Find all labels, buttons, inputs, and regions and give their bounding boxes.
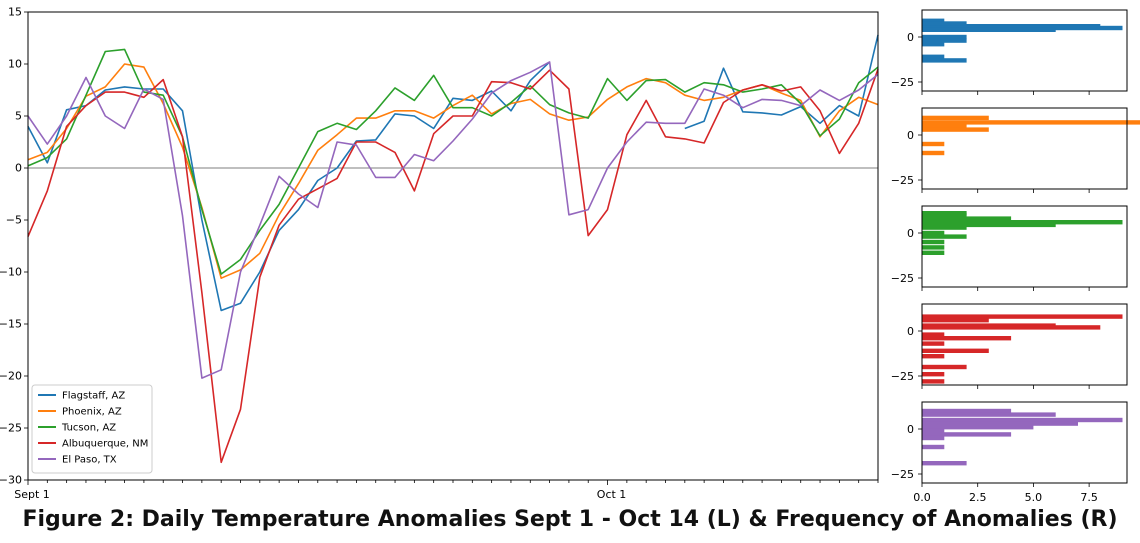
legend-entry: Phoenix, AZ xyxy=(62,407,122,418)
histogram-y-tick-label: −25 xyxy=(891,272,914,285)
figure-caption: Figure 2: Daily Temperature Anomalies Se… xyxy=(22,507,1118,532)
histogram-bar xyxy=(922,239,945,245)
histogram-frame xyxy=(921,107,1128,190)
series-line-phoenix-az xyxy=(27,63,879,280)
histogram-bar xyxy=(922,372,945,377)
histogram-y-tick-label: −25 xyxy=(891,174,914,187)
legend: Flagstaff, AZ Phoenix, AZ Tucson, AZ Albuqu… xyxy=(31,384,153,474)
histogram-y-tick-label: −25 xyxy=(891,468,914,481)
histogram-frame xyxy=(921,303,1128,386)
histogram-bar xyxy=(922,234,967,239)
histogram-bar xyxy=(922,123,967,129)
histogram-bar xyxy=(922,225,967,230)
histogram-panel: 0 −25 0.0 2.5 5.0 7.5 xyxy=(891,401,1128,504)
histogram-bar xyxy=(922,42,945,47)
histogram-y-tick-label: 0 xyxy=(907,325,914,338)
histogram-y-tick-label: 0 xyxy=(907,31,914,44)
y-tick-label: 15 xyxy=(8,6,22,19)
histogram-frame xyxy=(921,401,1128,484)
histogram-bar xyxy=(922,250,945,255)
histogram-bar xyxy=(922,379,945,384)
histogram-panel: 0 −25 xyxy=(891,107,1140,193)
histogram-bar xyxy=(922,38,967,43)
y-tick-label: −10 xyxy=(0,266,22,279)
y-tick-label: −20 xyxy=(0,370,22,383)
histogram-y-tick-label: 0 xyxy=(907,227,914,240)
histogram-bar xyxy=(922,150,945,156)
y-tick-label: −5 xyxy=(6,214,22,227)
histogram-bar xyxy=(922,364,967,370)
histogram-bar xyxy=(922,245,945,250)
histogram-bar xyxy=(922,21,967,26)
y-tick-label: −30 xyxy=(0,474,22,487)
histogram-bar xyxy=(922,216,1012,221)
histogram-bar xyxy=(922,444,945,450)
histogram-panels: 0 −25 0 −25 0 −25 0 −25 0 −25 0.0 2.5 5.0 7.5 xyxy=(891,9,1140,504)
legend-entry: Flagstaff, AZ xyxy=(62,391,125,402)
histogram-bar xyxy=(922,120,1140,125)
y-tick-label: −25 xyxy=(0,422,22,435)
histogram-bar xyxy=(922,336,1012,341)
histogram-bar xyxy=(922,127,989,132)
histogram-bar xyxy=(922,230,945,236)
series-line-tucson-az xyxy=(27,48,879,275)
series-line-flagstaff-az xyxy=(27,61,551,312)
histogram-bar xyxy=(922,417,1123,423)
histogram-bar xyxy=(922,141,945,147)
histogram-x-tick-label: 7.5 xyxy=(1080,491,1098,504)
histogram-frame xyxy=(921,9,1128,92)
x-tick-label: Oct 1 xyxy=(597,488,627,501)
histogram-x-tick-label: 5.0 xyxy=(1025,491,1043,504)
series-line-el-paso-tx xyxy=(27,61,879,379)
histogram-y-tick-label: 0 xyxy=(907,129,914,142)
series-line-albuquerque-nm xyxy=(27,68,879,464)
y-tick-label: −15 xyxy=(0,318,22,331)
y-tick-label: 5 xyxy=(15,110,22,123)
histogram-bar xyxy=(922,18,945,23)
histogram-bar xyxy=(922,54,945,59)
histogram-bar xyxy=(922,325,1101,330)
histogram-bar xyxy=(922,115,989,121)
histogram-bar xyxy=(922,332,945,337)
histogram-frame xyxy=(921,205,1128,288)
histogram-bar xyxy=(922,425,1034,430)
histogram-panel: 0 −25 xyxy=(891,205,1128,291)
histogram-bar xyxy=(922,220,1123,225)
histogram-bar xyxy=(922,34,967,40)
histogram-y-tick-label: 0 xyxy=(907,423,914,436)
histogram-y-tick-label: −25 xyxy=(891,76,914,89)
histogram-bar xyxy=(922,435,945,441)
series-line-flagstaff-az xyxy=(684,34,879,130)
legend-box xyxy=(31,384,153,474)
legend-entry: Tucson, AZ xyxy=(61,423,116,434)
histogram-x-tick-label: 0.0 xyxy=(913,491,931,504)
histogram-x-tick-label: 2.5 xyxy=(969,491,987,504)
histogram-bar xyxy=(922,421,1078,426)
legend-entry: El Paso, TX xyxy=(62,455,117,466)
plot-frame xyxy=(27,11,879,481)
histogram-bar xyxy=(922,412,1056,417)
histogram-bar xyxy=(922,314,1123,319)
legend-entry: Albuquerque, NM xyxy=(62,439,148,450)
histogram-bar xyxy=(922,354,945,359)
histogram-bar xyxy=(922,348,989,353)
histogram-bar xyxy=(922,222,1056,228)
histogram-panel: 0 −25 xyxy=(891,303,1128,389)
histogram-bar xyxy=(922,432,1012,437)
histogram-bar xyxy=(922,27,1056,32)
y-tick-label: 10 xyxy=(8,58,22,71)
histogram-bar xyxy=(922,408,1012,414)
histogram-bar xyxy=(922,212,967,218)
histogram-bar xyxy=(922,461,967,466)
histogram-bar xyxy=(922,58,967,63)
histogram-y-tick-label: −25 xyxy=(891,370,914,383)
x-tick-label: Sept 1 xyxy=(14,488,50,501)
histogram-bar xyxy=(922,341,945,346)
histogram-bar xyxy=(922,428,945,433)
histogram-panel: 0 −25 xyxy=(891,9,1128,95)
histogram-bar xyxy=(922,318,989,323)
y-tick-label: 0 xyxy=(15,162,22,175)
